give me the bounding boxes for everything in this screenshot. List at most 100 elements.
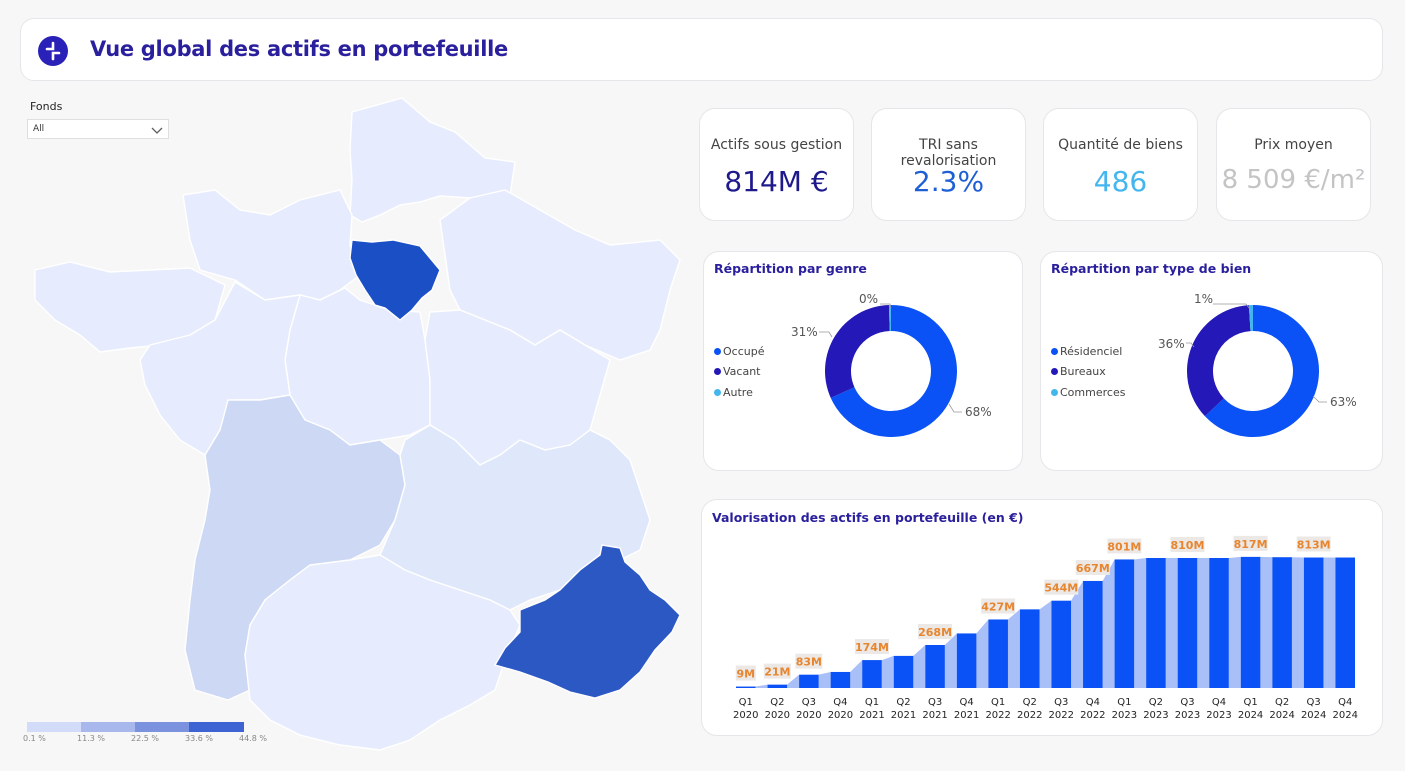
bar[interactable] (1272, 557, 1292, 688)
bar[interactable] (862, 660, 882, 688)
bar[interactable] (830, 671, 851, 688)
x-tick-label: 2023 (1175, 710, 1200, 721)
header: Vue global des actifs en portefeuille (20, 18, 1383, 81)
bar[interactable] (1209, 558, 1229, 688)
bar-chart-valorisation: 9M Q1 2020 21M Q2 2020 83M Q3 2020 Q4 2020 174M Q1 20… (733, 535, 1358, 721)
x-tick-label: Q2 (770, 697, 784, 708)
x-tick-label: Q3 (1307, 697, 1321, 708)
bar[interactable] (1240, 556, 1261, 688)
card-title: Répartition par genre (714, 261, 867, 276)
donut-slice[interactable] (1248, 305, 1253, 332)
page-title: Vue global des actifs en portefeuille (90, 37, 508, 61)
data-label: 268M (918, 626, 952, 639)
bar[interactable] (1335, 557, 1356, 688)
bar[interactable] (1177, 558, 1198, 688)
legend-label: 11.3 % (77, 734, 105, 743)
x-tick-label: 2021 (859, 710, 884, 721)
bar-ribbon (1323, 557, 1336, 688)
x-tick-label: Q3 (1180, 697, 1194, 708)
kpi-value: 486 (1093, 165, 1148, 198)
legend-label: Bureaux (1060, 365, 1106, 378)
region-provence-alpes-cote-d-azur[interactable] (493, 544, 681, 699)
bar[interactable] (956, 633, 977, 688)
leader-line (880, 303, 892, 309)
data-label: 174M (855, 641, 889, 654)
kpi-value: 8 509 €/m² (1221, 165, 1366, 195)
kpi-card-prix: Prix moyen 8 509 €/m² (1216, 108, 1371, 221)
x-tick-label: Q3 (928, 697, 942, 708)
x-tick-label: 2024 (1332, 710, 1357, 721)
legend-dot-icon (714, 368, 721, 375)
region-ile-de-france[interactable] (349, 239, 441, 321)
bar[interactable] (1303, 557, 1324, 688)
kpi-card-actifs: Actifs sous gestion 814M € (699, 108, 854, 221)
region-occitanie[interactable] (244, 554, 521, 751)
x-tick-label: 2023 (1206, 710, 1231, 721)
map-color-legend (27, 722, 244, 732)
data-label-bg (1170, 537, 1205, 552)
bar[interactable] (1083, 580, 1103, 688)
card-title: Répartition par type de bien (1051, 261, 1252, 276)
bar[interactable] (1146, 558, 1166, 688)
x-tick-label: Q2 (896, 697, 910, 708)
donut-chart-genre (819, 303, 962, 437)
bar-ribbon (1197, 558, 1210, 688)
logo-icon (45, 41, 61, 61)
data-label: 63% (1330, 395, 1357, 409)
region-hauts-de-france[interactable] (349, 97, 516, 223)
x-tick-label: Q3 (1054, 697, 1068, 708)
x-tick-label: Q1 (865, 697, 879, 708)
x-tick-label: 2024 (1301, 710, 1326, 721)
data-label-bg (735, 665, 756, 681)
data-label: 810M (1171, 539, 1205, 552)
bar[interactable] (767, 684, 788, 688)
bar[interactable] (735, 686, 756, 688)
kpi-label: Actifs sous gestion (710, 137, 843, 153)
bar[interactable] (988, 619, 1008, 688)
donut-slice[interactable] (888, 305, 891, 332)
bar-ribbon (1039, 600, 1052, 688)
fonds-dropdown[interactable]: All (27, 119, 169, 139)
data-label: 1% (1194, 292, 1214, 306)
kpi-value: 814M € (724, 165, 829, 198)
legend-label: 22.5 % (131, 734, 159, 743)
legend-dot-icon (1051, 348, 1058, 355)
legend-swatch-3 (135, 722, 189, 732)
bar[interactable] (925, 644, 945, 688)
data-label-bg (981, 598, 1016, 614)
bar[interactable] (893, 655, 914, 688)
legend-swatch-4 (189, 722, 244, 732)
legend-item[interactable]: Autre (714, 386, 753, 399)
data-label-bg (1107, 538, 1142, 554)
legend-swatch-2 (81, 722, 135, 732)
donut-slice[interactable] (830, 305, 957, 437)
legend-item[interactable]: Commerces (1051, 386, 1125, 399)
bar[interactable] (1114, 559, 1135, 688)
bar-ribbon (755, 684, 768, 688)
kpi-card-quantite: Quantité de biens 486 (1043, 108, 1198, 221)
bar[interactable] (799, 674, 819, 688)
donut-slice[interactable] (1204, 305, 1319, 437)
legend-item[interactable]: Vacant (714, 365, 761, 378)
region-grand-est[interactable] (439, 189, 681, 361)
x-tick-label: Q1 (1117, 697, 1131, 708)
legend-label: 44.8 % (239, 734, 267, 743)
bar[interactable] (1051, 600, 1072, 688)
legend-item[interactable]: Occupé (714, 345, 764, 358)
kpi-label: TRI sans revalorisation (900, 137, 997, 169)
data-label: 817M (1234, 538, 1268, 551)
legend-item[interactable]: Bureaux (1051, 365, 1106, 378)
bar[interactable] (1019, 609, 1040, 688)
x-tick-label: Q1 (1243, 697, 1257, 708)
donut-slice[interactable] (825, 305, 890, 398)
legend-item[interactable]: Résidenciel (1051, 345, 1122, 358)
x-tick-label: Q4 (1212, 697, 1226, 708)
data-label-bg (1075, 559, 1110, 575)
x-tick-label: Q3 (802, 697, 816, 708)
donut-slice[interactable] (1187, 305, 1251, 417)
kpi-value: 2.3% (912, 165, 985, 198)
bar-ribbon (1007, 609, 1020, 688)
data-label: 427M (981, 600, 1015, 613)
data-label-bg (1296, 536, 1331, 552)
legend-dot-icon (714, 389, 721, 396)
